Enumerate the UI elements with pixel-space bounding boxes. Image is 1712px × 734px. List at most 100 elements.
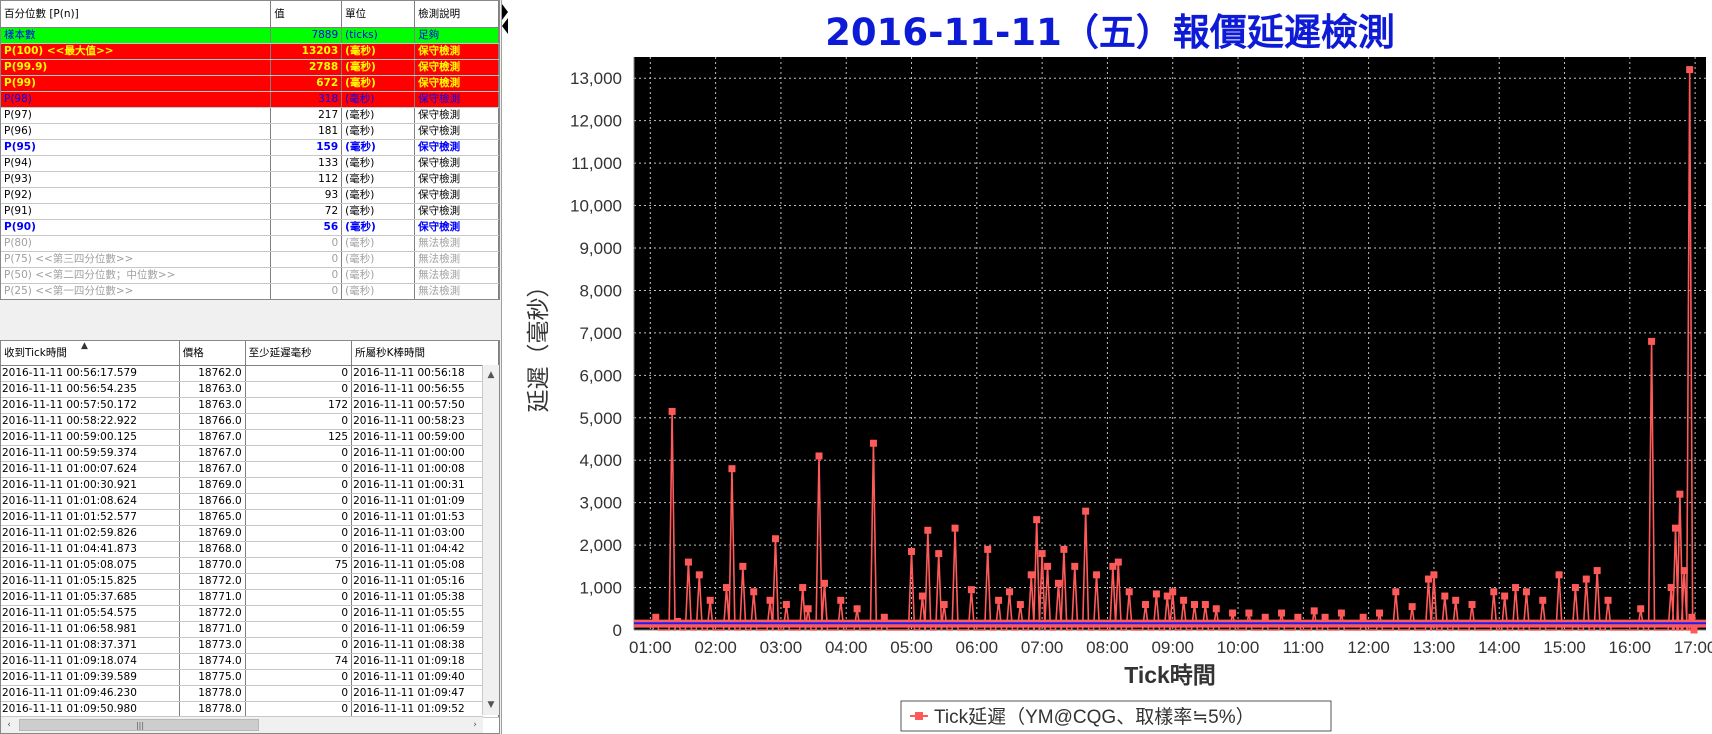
price-col-header[interactable]: 價格: [179, 341, 246, 366]
horizontal-scrollbar[interactable]: ‹ ||| ›: [1, 716, 483, 733]
data-point: [1512, 584, 1520, 592]
percentile-label: P(80): [1, 235, 272, 252]
percentile-row[interactable]: P(97) 217 (毫秒) 保守檢測: [1, 107, 499, 124]
percentile-unit: (毫秒): [341, 91, 416, 108]
percentile-label: P(99.9): [1, 59, 272, 76]
tick-row[interactable]: 2016-11-11 00:59:00.125 18767.0 125 2016-11…: [1, 429, 499, 446]
tick-row[interactable]: 2016-11-11 01:01:52.577 18765.0 0 2016-11-1…: [1, 509, 499, 526]
delay-col-header[interactable]: 至少延遲毫秒: [245, 341, 353, 366]
data-point: [1114, 558, 1122, 566]
tick-row[interactable]: 2016-11-11 01:09:18.074 18774.0 74 2016-11-…: [1, 653, 499, 670]
percentile-row[interactable]: P(99.9) 2788 (毫秒) 保守檢測: [1, 59, 499, 76]
data-point: [1038, 550, 1046, 558]
percentile-note: 保守檢測: [414, 59, 499, 76]
percentile-note: 無法檢測: [414, 267, 499, 284]
tick-time-col-header[interactable]: ▲ 收到Tick時間: [1, 341, 180, 366]
tick-time-cell: 2016-11-11 01:01:52.577: [1, 509, 180, 526]
percentile-row[interactable]: P(92) 93 (毫秒) 保守檢測: [1, 187, 499, 204]
data-point: [739, 562, 747, 570]
unit-col-header[interactable]: 單位: [341, 1, 416, 28]
percentile-row[interactable]: P(75) <<第三四分位數>> 0 (毫秒) 無法檢測: [1, 251, 499, 268]
percentile-unit: (毫秒): [341, 59, 416, 76]
tick-row[interactable]: 2016-11-11 01:04:41.873 18768.0 0 2016-11-1…: [1, 541, 499, 558]
tick-table: ▲ 收到Tick時間 價格 至少延遲毫秒 所屬秒K棒時間 2016-11-11 …: [0, 340, 500, 734]
tick-row[interactable]: 2016-11-11 01:00:07.624 18767.0 0 2016-11-1…: [1, 461, 499, 478]
percentile-unit: (毫秒): [341, 283, 416, 299]
data-point: [935, 550, 943, 558]
price-cell: 18772.0: [179, 605, 246, 622]
price-cell: 18770.0: [179, 557, 246, 574]
tick-header-row: ▲ 收到Tick時間 價格 至少延遲毫秒 所屬秒K棒時間: [1, 341, 499, 366]
delay-cell: 75: [245, 557, 353, 574]
tick-row[interactable]: 2016-11-11 00:56:54.235 18763.0 0 2016-11-1…: [1, 381, 499, 398]
percentile-row[interactable]: P(94) 133 (毫秒) 保守檢測: [1, 155, 499, 172]
price-cell: 18773.0: [179, 637, 246, 654]
percentile-row[interactable]: P(91) 72 (毫秒) 保守檢測: [1, 203, 499, 220]
note-col-header[interactable]: 檢測說明: [414, 1, 499, 28]
percentile-unit: (毫秒): [341, 219, 416, 236]
percentile-unit: (毫秒): [341, 107, 416, 124]
vertical-scrollbar[interactable]: ▲ ▼: [482, 365, 499, 715]
tick-row[interactable]: 2016-11-11 01:05:15.825 18772.0 0 2016-11-1…: [1, 573, 499, 590]
percentile-unit: (毫秒): [341, 43, 416, 60]
collapse-left-icon[interactable]: [502, 18, 508, 34]
tick-row[interactable]: 2016-11-11 00:57:50.172 18763.0 172 2016-11…: [1, 397, 499, 414]
percentile-row[interactable]: P(95) 159 (毫秒) 保守檢測: [1, 139, 499, 156]
percentile-label: P(90): [1, 219, 272, 236]
scroll-down-icon[interactable]: ▼: [487, 700, 495, 710]
tick-row[interactable]: 2016-11-11 01:05:37.685 18771.0 0 2016-11-1…: [1, 589, 499, 606]
y-tick-label: 7,000: [579, 324, 622, 343]
percentile-row[interactable]: P(25) <<第一四分位數>> 0 (毫秒) 無法檢測: [1, 283, 499, 299]
tick-row[interactable]: 2016-11-11 00:58:22.922 18766.0 0 2016-11-1…: [1, 413, 499, 430]
scroll-up-icon[interactable]: ▲: [487, 370, 495, 380]
tick-row[interactable]: 2016-11-11 01:01:08.624 18766.0 0 2016-11-1…: [1, 493, 499, 510]
tick-row[interactable]: 2016-11-11 00:56:17.579 18762.0 0 2016-11-1…: [1, 365, 499, 382]
tick-row[interactable]: 2016-11-11 00:59:59.374 18767.0 0 2016-11-1…: [1, 445, 499, 462]
data-point: [799, 584, 807, 592]
percentile-col-header[interactable]: 百分位數 [P(n)]: [1, 1, 272, 28]
percentile-row[interactable]: 樣本數 7889 (ticks) 足夠: [1, 27, 499, 44]
data-point: [1408, 603, 1416, 611]
percentile-row[interactable]: P(90) 56 (毫秒) 保守檢測: [1, 219, 499, 236]
tick-row[interactable]: 2016-11-11 01:05:08.075 18770.0 75 2016-11-…: [1, 557, 499, 574]
delay-cell: 0: [245, 637, 353, 654]
tick-row[interactable]: 2016-11-11 01:08:37.371 18773.0 0 2016-11-1…: [1, 637, 499, 654]
scroll-left-icon[interactable]: ‹: [7, 720, 11, 730]
data-point: [1571, 584, 1579, 592]
scroll-right-icon[interactable]: ›: [473, 720, 477, 730]
price-cell: 18769.0: [179, 477, 246, 494]
panel-splitter[interactable]: [502, 0, 508, 734]
percentile-label: P(92): [1, 187, 272, 204]
tick-row[interactable]: 2016-11-11 01:05:54.575 18772.0 0 2016-11-1…: [1, 605, 499, 622]
percentile-row[interactable]: P(99) 672 (毫秒) 保守檢測: [1, 75, 499, 92]
tick-row[interactable]: 2016-11-11 01:00:30.921 18769.0 0 2016-11-1…: [1, 477, 499, 494]
tick-time-cell: 2016-11-11 00:59:59.374: [1, 445, 180, 462]
tick-row[interactable]: 2016-11-11 01:02:59.826 18769.0 0 2016-11-1…: [1, 525, 499, 542]
percentile-note: 保守檢測: [414, 91, 499, 108]
tick-row[interactable]: 2016-11-11 01:09:39.589 18775.0 0 2016-11-1…: [1, 669, 499, 686]
percentile-row[interactable]: P(80) 0 (毫秒) 無法檢測: [1, 235, 499, 252]
delay-cell: 0: [245, 589, 353, 606]
data-point: [951, 524, 959, 532]
percentile-row[interactable]: P(93) 112 (毫秒) 保守檢測: [1, 171, 499, 188]
percentile-row[interactable]: P(96) 181 (毫秒) 保守檢測: [1, 123, 499, 140]
percentile-unit: (毫秒): [341, 251, 416, 268]
percentile-row[interactable]: P(50) <<第二四分位數；中位數>> 0 (毫秒) 無法檢測: [1, 267, 499, 284]
percentile-unit: (ticks): [341, 27, 416, 44]
data-point: [1593, 567, 1601, 575]
tick-row[interactable]: 2016-11-11 01:09:46.230 18778.0 0 2016-11-1…: [1, 685, 499, 702]
percentile-row[interactable]: P(100) <<最大值>> 13203 (毫秒) 保守檢測: [1, 43, 499, 60]
bar-time-col-header[interactable]: 所屬秒K棒時間: [351, 341, 499, 366]
collapse-right-icon[interactable]: [502, 4, 508, 20]
horizontal-scroll-thumb[interactable]: |||: [19, 719, 259, 731]
percentile-value: 56: [270, 219, 343, 236]
x-tick-label: 07:00: [1021, 638, 1064, 657]
data-point: [1522, 588, 1530, 596]
data-point: [728, 465, 736, 473]
x-tick-label: 17:00: [1674, 638, 1712, 657]
tick-row[interactable]: 2016-11-11 01:06:58.981 18771.0 0 2016-11-1…: [1, 621, 499, 638]
value-col-header[interactable]: 值: [270, 1, 343, 28]
bar-time-cell: 2016-11-11 00:56:18: [351, 365, 499, 382]
data-point: [1321, 613, 1329, 621]
percentile-row[interactable]: P(98) 318 (毫秒) 保守檢測: [1, 91, 499, 108]
